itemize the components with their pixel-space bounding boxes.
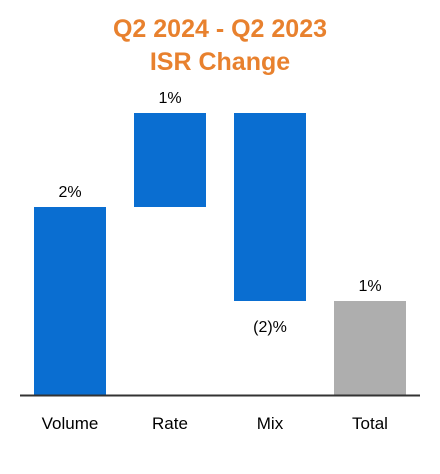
data-label-rate: 1% [158,90,181,107]
data-label-total: 1% [358,278,381,295]
bar-mix [234,113,306,301]
data-label-volume: 2% [58,184,81,201]
bar-volume [34,207,106,395]
chart-subtitle: ISR Change [149,48,291,76]
x-tick-label-total: Total [352,414,388,433]
chart-title: Q2 2024 - Q2 2023 [112,15,328,43]
x-tick-label-mix: Mix [257,414,284,433]
bar-total [334,301,406,395]
data-label-mix: (2)% [253,319,287,336]
x-tick-label-rate: Rate [152,414,188,433]
bar-rate [134,113,206,207]
x-tick-label-volume: Volume [42,414,99,433]
